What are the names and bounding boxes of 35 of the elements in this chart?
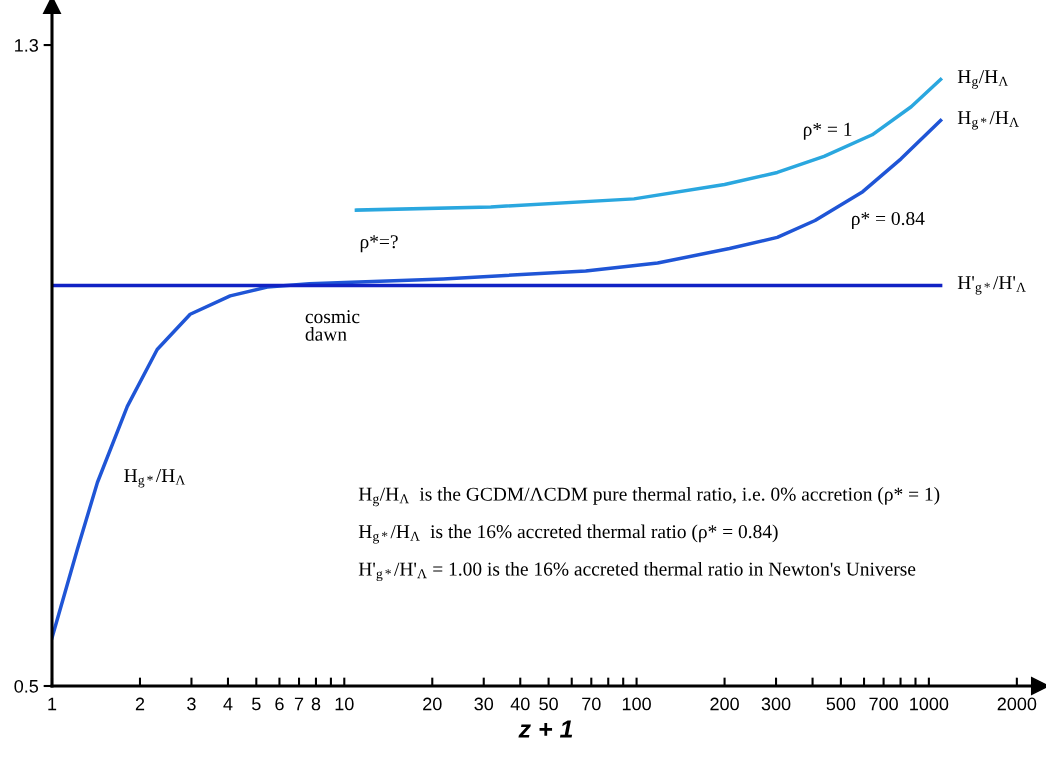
series-label: H'$_{g*}$/H'$_{Λ}$ [957,276,1026,295]
x-tick-label: 6 [275,697,284,711]
x-tick-label: 30 [474,697,494,711]
y-tick-label: 1.3 [15,38,39,52]
annotation: ρ*=? [360,235,398,253]
x-tick-label: 10 [335,697,354,711]
y-tick-label: 0.5 [14,679,39,693]
x-tick-label: 4 [223,697,233,711]
x-tick-label: 3 [187,697,196,711]
series-label: H$_{g}$/H$_{Λ}$ [957,70,1009,89]
x-tick-label: 5 [252,697,261,711]
x-tick-label: 8 [311,697,321,711]
x-tick-label: 200 [710,697,739,711]
annotation: ρ* = 1 [803,122,852,140]
x-tick-label: 7 [294,697,304,711]
annotation: H$_{g*}$/H$_{Λ}$ [124,469,186,488]
annotation: H$_{g*}$/H$_{Λ}$ is the 16% accreted thermal ratio (ρ* = 0.84) [358,524,778,544]
x-tick-label: 50 [539,697,558,711]
annotation: ρ* = 0.84 [852,211,925,230]
x-tick-label: 700 [869,697,898,711]
x-tick-label: 300 [761,697,791,711]
annotation: H$_{g}$/H$_{Λ}$ is the GCDM/ΛCDM pure thermal ratio, i.e. 0% accretion (ρ* = 1) [358,487,940,507]
series-label: H$_{g*}$/H$_{Λ}$ [957,111,1019,130]
annotation: H'$_{g*}$/H'$_{Λ}$ = 1.00 is the 16% accreted thermal ratio in Newton's Universe [358,561,916,582]
x-tick-label: 20 [423,697,442,711]
x-tick-label: 100 [622,697,651,711]
x-tick-label: 40 [510,697,530,711]
x-tick-label: 2 [135,697,145,711]
x-tick-label: 1 [48,697,57,711]
x-axis-title: z + 1 [518,720,573,738]
x-tick-label: 2000 [997,697,1037,711]
x-tick-label: 500 [826,697,856,711]
x-tick-label: 1000 [910,697,949,711]
annotation: cosmic dawn [305,310,360,341]
x-tick-label: 70 [582,697,601,711]
